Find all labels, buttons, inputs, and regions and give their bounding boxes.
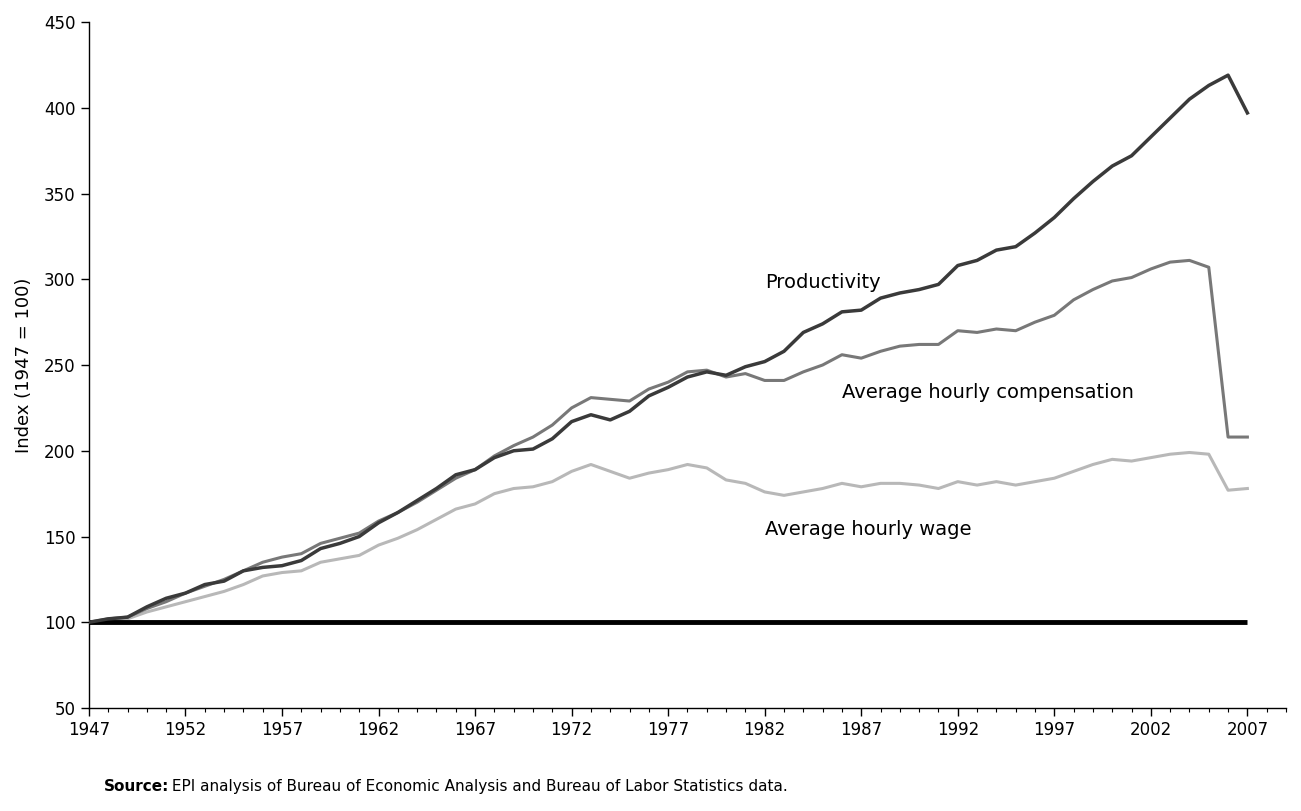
Text: Average hourly compensation: Average hourly compensation [842,383,1133,401]
Text: Source:: Source: [104,779,169,794]
Y-axis label: Index (1947 = 100): Index (1947 = 100) [16,277,33,453]
Text: Productivity: Productivity [765,272,881,292]
Text: EPI analysis of Bureau of Economic Analysis and Bureau of Labor Statistics data.: EPI analysis of Bureau of Economic Analy… [167,779,787,794]
Text: Average hourly wage: Average hourly wage [765,520,971,539]
